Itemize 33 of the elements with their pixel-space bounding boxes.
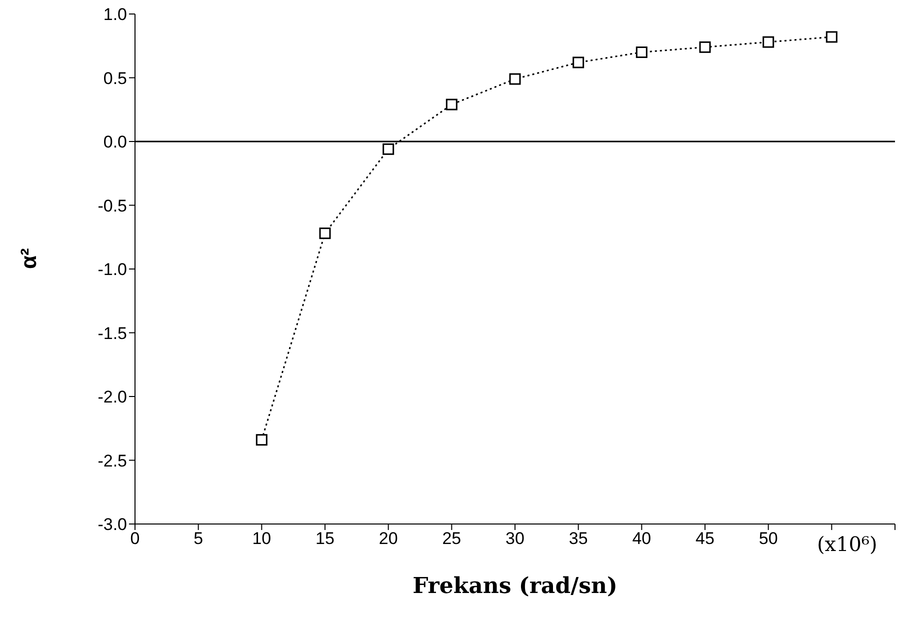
x-tick-label: 40 [632,529,652,548]
point [826,31,838,43]
point [572,56,584,68]
x-tick-label: 0 [130,529,140,548]
y-tick-label: -0.5 [98,196,127,216]
y-tick-label: -1.5 [98,324,127,343]
x-axis-title: Frekans (rad/sn) [412,573,618,599]
point [319,228,331,240]
point [762,36,774,48]
y-tick-label: -3.0 [98,515,127,534]
y-tick-label: 0.0 [103,132,127,152]
y-tick-label: 0.5 [103,68,127,88]
x-tick-label: 10 [252,529,272,548]
x-tick-label: 15 [316,529,334,548]
x-tick-label: 50 [758,529,778,548]
y-tick-label: 1.0 [103,5,127,24]
point [446,98,458,110]
x-tick-label: 30 [506,529,524,548]
y-axis-title: α² [16,248,41,269]
y-tick-label: -1.0 [98,260,127,280]
x-tick-label: 35 [568,529,588,548]
text: (x10⁶) [817,532,878,556]
x-tick-label: 25 [442,529,462,548]
point [636,46,648,58]
x-tick-label: 20 [378,529,398,548]
y-tick-label: -2.0 [98,388,127,407]
x-tick-label: 5 [194,529,204,548]
point [699,41,711,53]
y-tick-label: -2.5 [98,451,127,470]
point [509,73,521,85]
x-tick-label: 45 [696,529,714,548]
point [382,143,394,155]
point [256,434,268,446]
